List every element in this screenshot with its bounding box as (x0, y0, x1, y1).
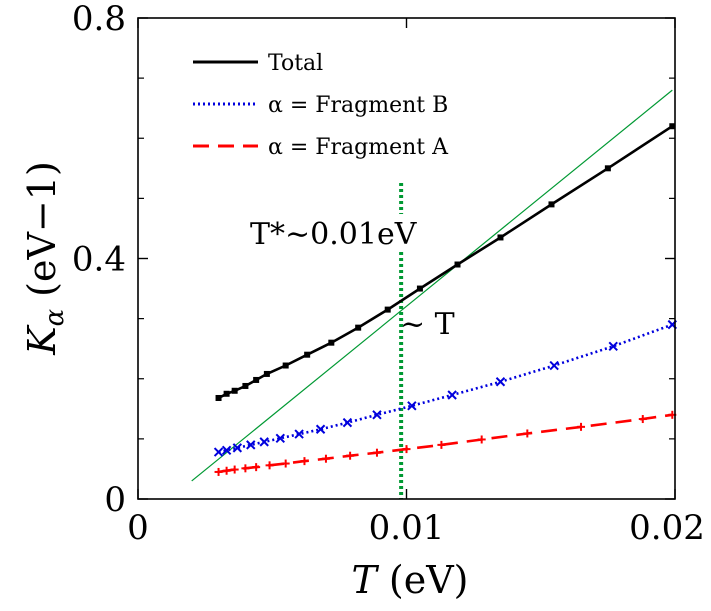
y-tick-label: 0.8 (72, 0, 126, 39)
data-point (416, 285, 423, 292)
data-point (604, 165, 611, 172)
legend-label-fragment-a: α = Fragment A (268, 135, 449, 160)
data-point (342, 417, 353, 428)
y-axis-unit: (eV−1) (20, 161, 64, 297)
data-point (477, 435, 486, 444)
data-point (263, 370, 270, 377)
series-line-0 (217, 125, 674, 400)
data-point (294, 429, 304, 439)
plot-frame (137, 17, 676, 500)
data-point (372, 410, 382, 420)
x-axis-var: T (352, 558, 380, 602)
data-point (549, 360, 559, 371)
data-point (222, 466, 231, 475)
data-point (523, 429, 532, 438)
data-point (638, 415, 647, 424)
data-point (407, 401, 417, 411)
data-point (259, 437, 269, 447)
data-point (242, 382, 249, 389)
legend-label-fragment-b: α = Fragment B (268, 93, 448, 118)
data-point (447, 390, 457, 400)
data-point (669, 123, 676, 130)
data-point (223, 390, 230, 397)
data-point (402, 445, 411, 454)
y-axis-var: K (20, 324, 64, 356)
data-point (215, 394, 222, 401)
data-point (231, 387, 238, 394)
data-point (437, 440, 446, 449)
data-point (346, 451, 355, 460)
legend-label-total: Total (268, 51, 323, 76)
data-point (232, 443, 243, 453)
data-point (548, 201, 555, 208)
reference-line-label: ~ T (400, 307, 455, 342)
data-point (281, 459, 290, 468)
data-point (355, 324, 362, 331)
y-axis-sub: α (40, 308, 70, 326)
tstar-annotation: T*∼0.01eV (250, 217, 418, 252)
svg-text:Kα(eV−1): Kα (eV−1) (20, 161, 70, 356)
x-axis-title: T (eV) (352, 558, 469, 602)
x-axis-unit: (eV) (389, 558, 469, 602)
data-point (282, 362, 289, 369)
x-tick-label: 0.02 (629, 508, 705, 548)
data-point (300, 457, 309, 466)
data-point (608, 341, 618, 351)
data-point (213, 447, 224, 457)
data-point (214, 467, 223, 476)
data-point (454, 261, 461, 268)
data-point (252, 463, 261, 472)
data-point (241, 464, 250, 473)
data-point (495, 377, 506, 387)
data-point (304, 351, 311, 358)
data-point (253, 376, 260, 383)
x-tick-label: 0 (127, 508, 149, 548)
x-tick-label: 0.01 (369, 508, 445, 548)
data-point (577, 422, 586, 431)
data-point (384, 306, 391, 313)
series-line-1 (218, 323, 673, 454)
data-point (315, 424, 326, 434)
data-point (221, 445, 232, 456)
data-point (372, 448, 381, 457)
y-axis-title: Kα (eV−1) (20, 161, 70, 356)
data-point (265, 461, 274, 470)
data-point (321, 454, 330, 463)
data-point (275, 433, 286, 443)
data-point (328, 339, 335, 346)
reference-line (191, 89, 673, 482)
data-point (246, 440, 256, 450)
data-point (497, 234, 504, 241)
data-point (230, 465, 239, 474)
y-tick-label: 0 (104, 480, 126, 520)
legend: Total α = Fragment B α = Fragment A (193, 51, 449, 160)
y-tick-label: 0.4 (72, 240, 126, 280)
